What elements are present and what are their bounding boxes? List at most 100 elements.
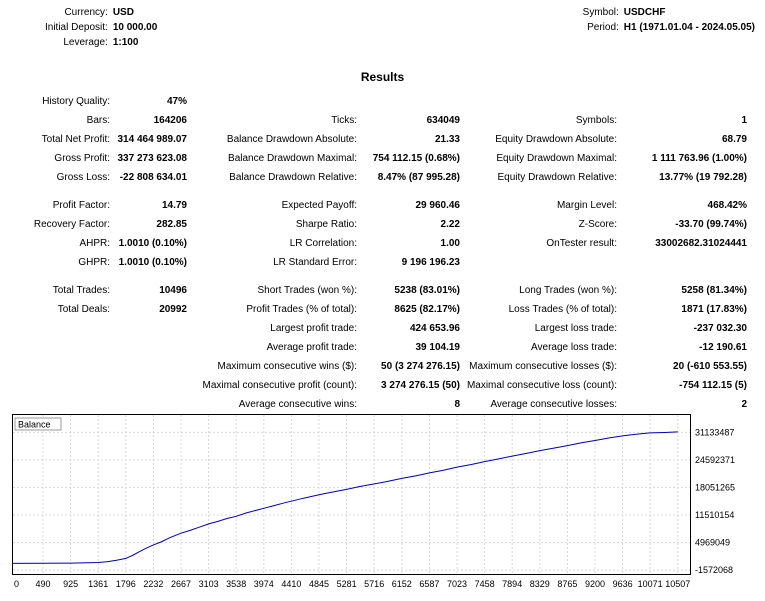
stat-value: -33.70 (99.74%)	[675, 219, 747, 230]
results-stats-table: History Quality: 47% Bars: 164206 Ticks: 6340…	[0, 92, 747, 414]
x-axis-label: 10071	[638, 579, 663, 589]
stat-value: 29 960.46	[415, 200, 461, 211]
stat-value: 5238 (83.01%)	[394, 285, 460, 296]
x-axis-label: 4845	[309, 579, 329, 589]
stat-label: Profit Trades (% of total):	[246, 304, 357, 315]
spacer-row	[0, 272, 747, 281]
stat-value: 10496	[159, 285, 187, 296]
stat-label: Average loss trade:	[531, 342, 617, 353]
initial-deposit-value: 10 000.00	[112, 22, 158, 33]
stat-value: 754 112.15 (0.68%)	[372, 153, 460, 164]
x-axis-label: 5281	[337, 579, 357, 589]
stat-label: Z-Score:	[578, 219, 617, 230]
stat-label: Maximum consecutive losses ($):	[469, 361, 617, 372]
stat-value	[617, 253, 747, 272]
stat-label: Maximal consecutive loss (count):	[466, 380, 617, 391]
test-settings-block: Currency: USD Initial Deposit: 10 000.00…	[45, 7, 157, 48]
x-axis-label: 8765	[557, 579, 577, 589]
stat-value: 47%	[166, 96, 187, 107]
stat-label: Gross Profit:	[54, 153, 110, 164]
x-axis-label: 6587	[419, 579, 439, 589]
stat-label: Profit Factor:	[52, 200, 110, 211]
y-axis-label: 24592371	[695, 455, 735, 465]
balance-line	[11, 431, 678, 564]
plot-border	[12, 414, 691, 575]
symbol-settings-block: Symbol: USDCHF Period: H1 (1971.01.04 - …	[583, 7, 755, 33]
stat-label: Balance Drawdown Relative:	[229, 172, 357, 183]
stat-value	[110, 319, 187, 338]
x-axis-label: 6152	[392, 579, 412, 589]
stat-label	[0, 376, 110, 395]
leverage-label: Leverage:	[63, 37, 108, 48]
x-axis-label: 9200	[585, 579, 605, 589]
stat-label	[187, 92, 357, 111]
x-axis-label: 3538	[226, 579, 246, 589]
stat-value	[110, 395, 187, 414]
stat-label: Gross Loss:	[56, 172, 110, 183]
stat-label: Balance Drawdown Absolute:	[226, 134, 357, 145]
stat-label: Maximum consecutive wins ($):	[217, 361, 357, 372]
stat-value: 14.79	[161, 200, 187, 211]
stat-label: AHPR:	[79, 238, 110, 249]
stat-label: Sharpe Ratio:	[295, 219, 357, 230]
stat-value: 634049	[426, 115, 460, 126]
stat-value: 1.0010 (0.10%)	[118, 238, 187, 249]
x-axis-label: 2232	[143, 579, 163, 589]
x-axis-label: 5716	[364, 579, 384, 589]
stat-value: 1	[741, 115, 747, 126]
stat-value: 3 274 276.15 (50)	[381, 380, 460, 391]
stat-label: Bars:	[86, 115, 110, 126]
stat-label: Balance Drawdown Maximal:	[228, 153, 357, 164]
stat-label: LR Correlation:	[289, 238, 357, 249]
stat-value: 314 464 989.07	[117, 134, 187, 145]
period-value: H1 (1971.01.04 - 2024.05.05)	[623, 22, 755, 33]
stat-value	[110, 376, 187, 395]
legend-box	[14, 417, 62, 431]
stat-label: Total Net Profit:	[41, 134, 110, 145]
stat-value: -22 808 634.01	[119, 172, 187, 183]
y-axis-label: 11510154	[695, 510, 734, 520]
x-axis-label: 1796	[116, 579, 136, 589]
stat-value: 8	[454, 399, 460, 410]
stat-label: GHPR:	[78, 257, 110, 268]
stat-label: Recovery Factor:	[33, 219, 110, 230]
leverage-value: 1:100	[112, 37, 139, 48]
symbol-value: USDCHF	[623, 7, 666, 18]
stat-label	[0, 319, 110, 338]
stat-label: Largest loss trade:	[534, 323, 617, 334]
y-axis-label: 31133487	[695, 427, 734, 437]
period-label: Period:	[587, 22, 619, 33]
y-axis-label: 18051265	[695, 483, 735, 493]
balance-chart: 31133487 24592371 18051265 11510154 4969049 -…	[11, 414, 757, 596]
initial-deposit-label: Initial Deposit:	[45, 22, 108, 33]
x-axis-label: 1361	[88, 579, 108, 589]
x-axis-label: 9636	[613, 579, 633, 589]
x-axis-label: 2667	[171, 579, 191, 589]
stat-value: -12 190.61	[699, 342, 747, 353]
x-axis-label: 490	[35, 579, 50, 589]
symbol-label: Symbol:	[582, 7, 619, 18]
stat-label: Equity Drawdown Maximal:	[496, 153, 617, 164]
x-axis-label: 3974	[254, 579, 274, 589]
stat-value: 21.33	[434, 134, 460, 145]
stat-value: 68.79	[721, 134, 747, 145]
spacer-row	[0, 187, 747, 196]
stat-value: 468.42%	[707, 200, 747, 211]
stat-value: 1 111 763.96 (1.00%)	[651, 153, 747, 164]
stat-label: Long Trades (won %):	[519, 285, 617, 296]
stat-value: 33002682.31024441	[655, 238, 747, 249]
x-axis-label: 925	[63, 579, 78, 589]
stat-label: Short Trades (won %):	[257, 285, 357, 296]
stat-label: OnTester result:	[546, 238, 617, 249]
stat-value: 1871 (17.83%)	[681, 304, 747, 315]
stat-label: Margin Level:	[556, 200, 617, 211]
stat-value: 282.85	[156, 219, 187, 230]
y-axis-label: -1572068	[695, 565, 733, 575]
stat-label: History Quality:	[42, 96, 110, 107]
stat-value: 9 196 196.23	[401, 257, 460, 268]
stat-value: 337 273 623.08	[117, 153, 187, 164]
stat-label: Total Deals:	[57, 304, 110, 315]
stat-label: Largest profit trade:	[270, 323, 357, 334]
stat-value: 20992	[159, 304, 187, 315]
y-axis-label: 4969049	[695, 538, 730, 548]
